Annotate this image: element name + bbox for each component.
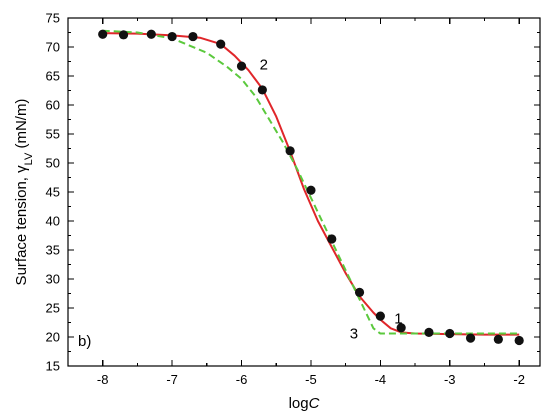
curve-label: 2 bbox=[260, 56, 268, 73]
y-tick-label: 50 bbox=[46, 156, 60, 171]
data-point bbox=[354, 287, 365, 297]
x-tick-label: -6 bbox=[236, 372, 248, 387]
curve-label: 3 bbox=[350, 326, 358, 343]
data-point bbox=[306, 185, 316, 195]
curve-label: 1 bbox=[394, 310, 402, 327]
y-axis-title-subscript: LV bbox=[23, 152, 35, 165]
x-axis: -8 -7 -6 -5 -4 -3 -2 bbox=[97, 18, 525, 387]
x-tick-label: -4 bbox=[375, 372, 387, 387]
y-tick-label: 55 bbox=[46, 127, 60, 142]
x-tick-label: -7 bbox=[166, 372, 178, 387]
y-axis-title: Surface tension, γLV (mN/m) bbox=[13, 99, 35, 286]
data-point bbox=[118, 30, 129, 40]
series-layer bbox=[98, 29, 524, 346]
data-point bbox=[98, 29, 108, 39]
x-axis-title-italic: C bbox=[309, 395, 320, 412]
y-tick-label: 15 bbox=[46, 359, 60, 374]
y-tick-label: 30 bbox=[46, 272, 60, 287]
data-point bbox=[514, 335, 524, 346]
x-tick-label: -8 bbox=[97, 372, 109, 387]
y-tick-label: 60 bbox=[46, 98, 60, 113]
x-tick-label: -2 bbox=[513, 372, 525, 387]
y-axis-title-after: (mN/m) bbox=[13, 99, 30, 153]
panel-label: b) bbox=[78, 333, 91, 350]
y-axis: 15 20 25 30 35 40 45 50 55 60 65 70 75 bbox=[46, 11, 540, 374]
data-point bbox=[396, 323, 406, 333]
x-axis-title: logC bbox=[289, 395, 320, 412]
y-tick-label: 75 bbox=[46, 11, 60, 26]
data-point bbox=[216, 39, 226, 49]
x-tick-label: -3 bbox=[444, 372, 456, 387]
data-point bbox=[236, 61, 247, 71]
plot-frame bbox=[67, 17, 541, 367]
data-point bbox=[375, 311, 385, 321]
data-point bbox=[146, 29, 156, 39]
data-point bbox=[327, 234, 337, 244]
y-tick-label: 70 bbox=[46, 40, 60, 55]
annotation-layer: 1 2 3 bbox=[260, 56, 403, 342]
y-tick-label: 65 bbox=[46, 69, 60, 84]
y-tick-label: 25 bbox=[46, 301, 60, 316]
x-tick-label: -5 bbox=[305, 372, 317, 387]
data-point bbox=[465, 333, 476, 343]
y-tick-label: 45 bbox=[46, 185, 60, 200]
y-tick-label: 20 bbox=[46, 330, 60, 345]
fit-line-dashed bbox=[102, 29, 520, 335]
data-point bbox=[493, 334, 503, 344]
data-point bbox=[188, 31, 198, 42]
data-point bbox=[167, 31, 177, 42]
y-tick-label: 40 bbox=[46, 214, 60, 229]
fit-line-solid bbox=[102, 32, 520, 336]
x-axis-title-plain: log bbox=[289, 395, 309, 412]
data-point bbox=[257, 85, 267, 95]
y-tick-label: 35 bbox=[46, 243, 60, 258]
data-point bbox=[424, 327, 434, 337]
data-point bbox=[445, 328, 455, 339]
y-axis-title-before: Surface tension, γ bbox=[13, 165, 30, 286]
data-point bbox=[285, 146, 295, 156]
plot-border bbox=[67, 17, 541, 367]
